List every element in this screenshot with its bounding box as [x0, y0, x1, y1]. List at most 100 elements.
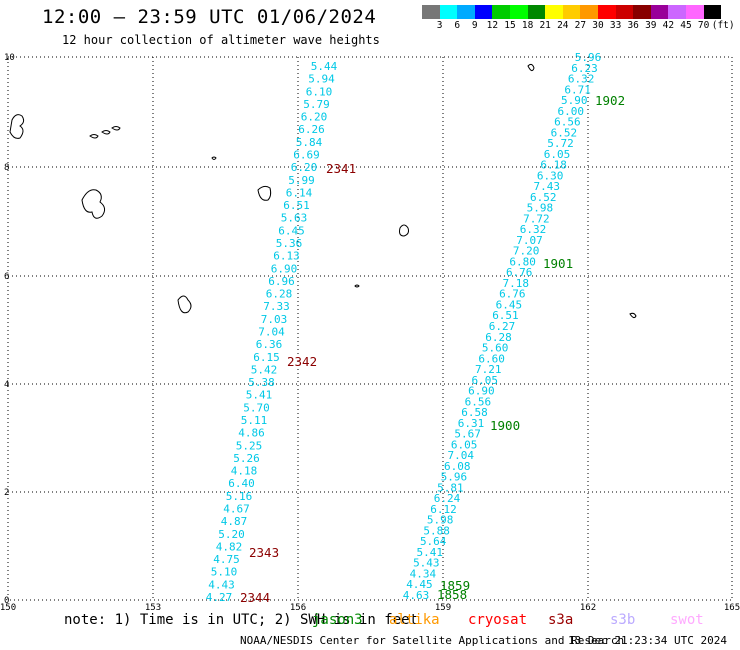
legend-swatch	[509, 5, 528, 19]
swh-label: 4.67	[223, 503, 250, 516]
legend-swatch	[527, 5, 546, 19]
swh-label: 5.10	[211, 566, 238, 579]
island-outline	[111, 126, 121, 131]
swh-label: 6.52	[530, 191, 557, 204]
swh-label: 7.72	[523, 212, 550, 225]
swh-label: 6.13	[273, 250, 300, 263]
swh-label: 6.24	[434, 492, 461, 505]
island-outline	[629, 312, 637, 319]
swh-label: 4.87	[221, 515, 248, 528]
swh-label: 4.75	[213, 553, 240, 566]
legend-color-bar	[422, 5, 732, 19]
swh-label: 6.32	[568, 73, 595, 86]
swh-label: 4.18	[231, 465, 258, 478]
swh-label: 5.16	[226, 490, 253, 503]
legend-label: 15	[504, 20, 516, 31]
legend-swatch	[474, 5, 493, 19]
y-tick-label: 2	[4, 488, 9, 498]
swh-label: 6.26	[298, 123, 325, 136]
footer-note: note: 1) Time is in UTC; 2) SWH is in fe…	[64, 612, 419, 628]
swh-label: 7.07	[516, 234, 543, 247]
legend-label: 3	[436, 20, 443, 31]
swh-label: 7.43	[533, 180, 560, 193]
swh-label: 6.05	[451, 438, 478, 451]
legend-swatch	[650, 5, 669, 19]
swh-label: 4.34	[410, 567, 437, 580]
swh-label: 5.70	[243, 401, 270, 414]
swh-label: 6.45	[496, 298, 523, 311]
swh-label: 5.41	[417, 546, 444, 559]
legend-label: 42	[662, 20, 675, 31]
swh-label: 6.15	[253, 351, 280, 364]
swh-label: 6.18	[540, 159, 567, 172]
island-outline	[399, 224, 409, 237]
legend-swatch	[703, 5, 722, 19]
swh-label: 5.96	[575, 51, 602, 64]
time-label: 2342	[287, 354, 317, 369]
swh-label: 6.27	[489, 320, 516, 333]
legend-label: 24	[557, 20, 569, 31]
legend-label: 27	[574, 20, 587, 31]
island-outline	[354, 284, 360, 288]
y-tick-label: 4	[4, 380, 9, 390]
time-label: 2341	[326, 161, 356, 176]
swh-label: 6.20	[291, 161, 318, 174]
swh-label: 5.72	[547, 137, 574, 150]
swh-label: 5.42	[251, 363, 278, 376]
y-tick-label: 0	[4, 596, 9, 606]
island-outline	[101, 130, 111, 135]
swh-label: 7.21	[475, 363, 502, 376]
swh-label: 6.51	[492, 309, 519, 322]
island-outline	[177, 295, 192, 314]
swh-label: 5.98	[427, 514, 454, 527]
swh-label: 5.38	[248, 376, 275, 389]
track-altika: 5.966.236.326.715.906.006.566.525.726.05…	[403, 51, 625, 602]
y-tick-label: 8	[4, 163, 9, 173]
swh-label: 6.80	[509, 255, 536, 268]
x-tick-label: 162	[580, 603, 596, 613]
x-tick-label: 159	[435, 603, 451, 613]
swh-label: 7.04	[258, 326, 285, 339]
swh-label: 6.60	[478, 352, 505, 365]
island-outline	[89, 134, 99, 139]
swh-label: 5.43	[413, 557, 440, 570]
swh-label: 5.25	[236, 439, 263, 452]
legend-swatch	[457, 5, 475, 19]
satellite-legend-swot: swot	[670, 612, 704, 628]
time-label: 1858	[437, 587, 467, 602]
swh-label: 6.10	[306, 85, 333, 98]
x-tick-label: 165	[724, 603, 740, 613]
swh-label: 6.76	[499, 288, 526, 301]
swh-label: 6.96	[268, 275, 295, 288]
legend-swatch	[422, 5, 440, 19]
swh-label: 6.36	[256, 338, 283, 351]
swh-label: 5.41	[246, 389, 273, 402]
swh-label: 7.03	[261, 313, 288, 326]
legend-swatch	[597, 5, 616, 19]
swh-label: 6.71	[564, 83, 591, 96]
legend-label: 36	[627, 20, 639, 31]
satellite-legend-jason3: jason3	[312, 612, 363, 628]
swh-label: 6.90	[468, 385, 495, 398]
x-tick-label: 150	[0, 603, 16, 613]
swh-label: 5.94	[308, 73, 335, 86]
swh-label: 7.18	[503, 277, 530, 290]
swh-label: 7.20	[513, 245, 540, 258]
swh-label: 6.69	[293, 149, 320, 162]
swh-label: 5.96	[441, 471, 468, 484]
legend-swatch	[562, 5, 581, 19]
time-label: 1901	[543, 256, 573, 271]
map-axis-labels: 150 153 156 159 162 165 0 2 4 6 8 10	[0, 53, 740, 613]
legend-swatch	[545, 5, 563, 19]
legend-label: (ft)	[711, 20, 735, 31]
swh-label: 6.52	[551, 126, 578, 139]
legend-swatch	[615, 5, 634, 19]
swh-label: 4.86	[238, 427, 265, 440]
swh-label: 6.51	[283, 199, 310, 212]
time-label: 2343	[249, 545, 279, 560]
island-outlines	[9, 63, 637, 319]
legend-label: 9	[471, 20, 478, 31]
swh-label: 5.26	[233, 452, 260, 465]
swh-label: 6.05	[544, 148, 571, 161]
swh-label: 7.33	[263, 300, 290, 313]
